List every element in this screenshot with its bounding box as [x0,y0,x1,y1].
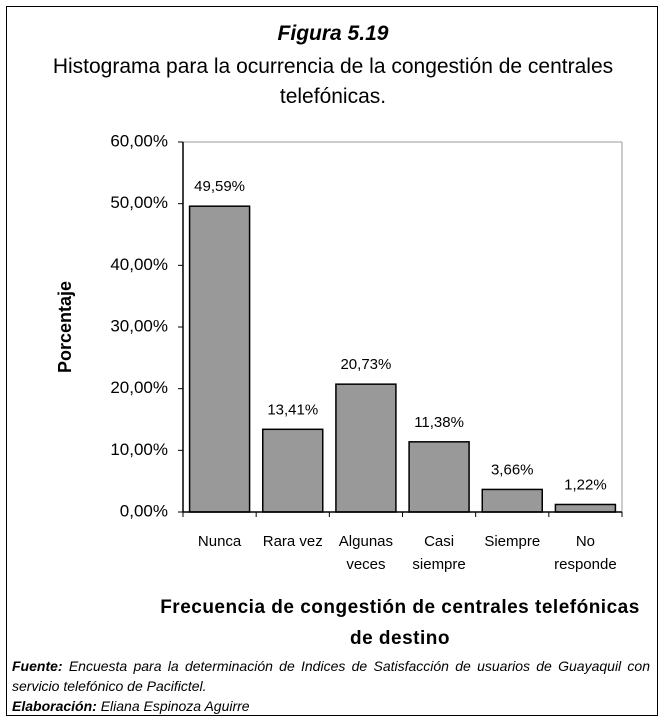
data-label: 20,73% [340,356,391,373]
y-tick-label: 30,00% [110,316,168,335]
x-tick-label: Casi siempre [412,533,466,573]
y-tick-label: 60,00% [110,131,168,150]
y-tick-label: 20,00% [110,378,168,397]
bar [481,488,543,513]
bar [188,205,251,513]
bar [262,428,324,513]
bar [554,503,617,513]
author: Eliana Espinoza Aguirre [100,698,250,714]
x-tick-label: Siempre [484,533,541,550]
x-tick-label: No responde [554,533,617,573]
bar [335,383,397,513]
footer: Fuente: Encuesta para la determinación d… [12,656,650,716]
x-tick-label: Rara vez [262,533,323,550]
y-tick-label: 50,00% [110,193,168,212]
chart-title: Figura 5.19 [277,22,389,45]
y-axis-label: Porcentaje [55,281,75,373]
source-label: Fuente: [12,658,63,674]
author-label: Elaboración: [12,698,97,714]
x-tick-label: Nunca [197,533,242,550]
data-label: 3,66% [491,461,534,478]
source: Encuesta para la determinación de Indice… [12,658,651,694]
data-label: 1,22% [564,476,607,493]
x-tick-label: Algunas veces [338,533,394,573]
bar [408,441,470,513]
data-label: 49,59% [194,178,245,195]
data-label: 13,41% [267,401,318,418]
y-tick-label: 10,00% [110,440,168,459]
y-tick-label: 40,00% [110,255,168,274]
x-axis-label: Frecuencia de congestión de centrales te… [160,597,640,649]
data-label: 11,38% [414,414,464,431]
y-tick-label: 0,00% [120,501,168,520]
chart-subtitle: Histograma para la ocurrencia de la cong… [52,55,614,108]
frame [6,6,658,716]
